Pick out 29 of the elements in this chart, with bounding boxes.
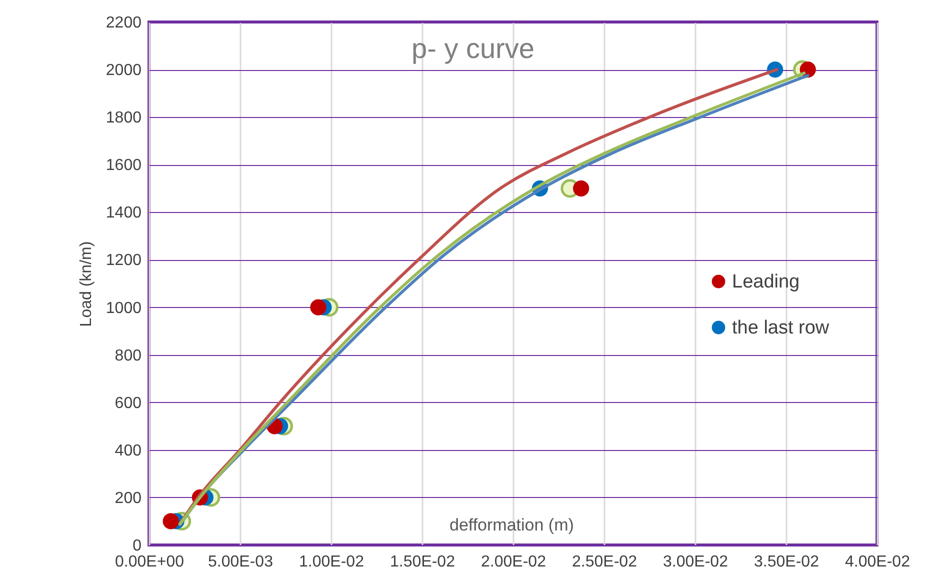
x-tick-label: 5.00E-03 (208, 554, 274, 570)
x-tick-label: 1.00E-02 (299, 554, 364, 570)
y-tick-label: 0 (132, 538, 142, 554)
point (573, 180, 590, 196)
y-tick-label: 600 (114, 394, 142, 412)
y-tick-label: 1600 (106, 157, 142, 174)
chart-title: p- y curve (412, 33, 534, 64)
y-axis-title: Load (kn/m) (78, 241, 95, 327)
y-tick-label: 1400 (106, 204, 142, 222)
x-tick-label: 2.00E-02 (481, 554, 546, 570)
legend-label: Leading (732, 272, 800, 292)
x-tick-label: 3.50E-02 (754, 554, 820, 570)
y-tick-label: 800 (114, 347, 142, 364)
x-tick-label: 1.50E-02 (390, 554, 456, 570)
legend-label: the last row (732, 318, 830, 338)
x-tick-label: 2.50E-02 (572, 554, 638, 570)
x-tick-label: 0.00E+00 (115, 554, 184, 570)
y-tick-label: 2000 (106, 62, 142, 80)
y-tick-label: 400 (114, 442, 142, 460)
y-tick-label: 1200 (106, 252, 142, 270)
y-tick-label: 1000 (106, 300, 142, 317)
y-tick-label: 200 (114, 490, 142, 507)
y-tick-label: 1800 (106, 110, 142, 127)
point (310, 299, 326, 316)
x-tick-label: 4.00E-02 (845, 554, 910, 570)
point (162, 513, 179, 530)
x-axis-title: defformation (m) (450, 516, 574, 534)
x-tick-label: 3.00E-02 (663, 554, 728, 570)
y-tick-label: 2200 (106, 14, 142, 32)
